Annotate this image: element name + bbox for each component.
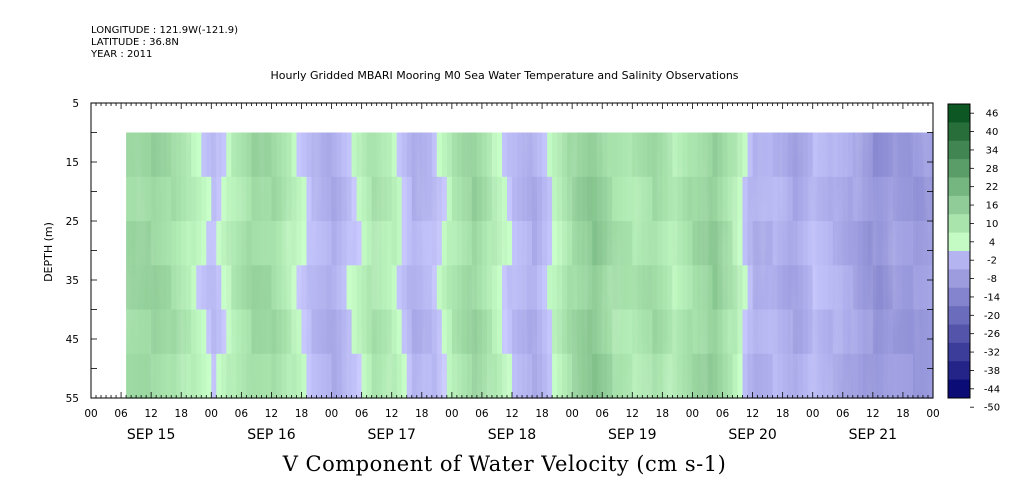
x-axis-label: V Component of Water Velocity (cm s-1) [282,452,727,476]
colorbar-label: 28 [986,164,999,175]
x-tick-label: 00 [205,408,218,420]
y-tick-label: 35 [66,275,79,287]
x-tick-label: 00 [926,408,939,420]
x-tick-label: 18 [175,408,188,420]
x-tick-label: 06 [355,408,369,420]
x-tick-label: 06 [114,408,128,420]
colorbar-label: -26 [984,329,1000,340]
colorbar-swatch [948,195,970,215]
colorbar-label: -20 [984,311,1000,322]
date-label: SEP 16 [247,427,296,443]
colorbar-label: 46 [986,109,999,120]
colorbar-label: 40 [986,127,999,138]
x-tick-label: 12 [866,408,879,420]
colorbar-swatch [948,122,970,142]
colorbar-swatch [948,306,970,325]
x-tick-label: 12 [626,408,639,420]
colorbar-swatch [948,159,970,178]
colorbar-label: 34 [986,145,999,156]
x-tick-label: 12 [385,408,398,420]
x-tick-label: 18 [535,408,548,420]
x-tick-label: 12 [746,408,759,420]
x-tick-label: 00 [325,408,338,420]
y-tick-label: 5 [72,98,79,110]
colorbar-label: -2 [987,256,997,267]
x-tick-label: 00 [686,408,699,420]
x-tick-label: 18 [896,408,909,420]
latitude-label: LATITUDE : 36.8N [91,37,179,48]
x-tick-label: 00 [84,408,97,420]
x-tick-label: 06 [235,408,249,420]
longitude-label: LONGITUDE : 121.9W(-121.9) [91,25,238,36]
y-axis-label: DEPTH (m) [42,222,55,282]
x-tick-label: 06 [596,408,610,420]
date-label: SEP 15 [127,427,175,443]
heatmap-texture [126,132,934,398]
colorbar-label: -50 [984,403,1000,414]
x-tick-label: 06 [716,408,730,420]
date-label: SEP 19 [608,427,656,443]
x-tick-label: 12 [265,408,278,420]
colorbar: 46 40 34 28 22 16 10 4 -2 -8 -14 -20 -26 -32 -38 -44 -50 [947,103,1000,414]
colorbar-label: 4 [989,237,995,248]
x-tick-label: 12 [144,408,157,420]
y-tick-label: 45 [66,334,79,346]
x-tick-label: 00 [806,408,819,420]
colorbar-label: -32 [984,348,1000,359]
x-tick-label: 12 [505,408,518,420]
x-tick-label: 18 [656,408,669,420]
colorbar-swatch [948,269,970,289]
chart-title: Hourly Gridded MBARI Mooring M0 Sea Wate… [270,69,739,82]
date-label: SEP 20 [728,427,776,443]
colorbar-label: 10 [986,219,999,230]
colorbar-swatch [948,287,970,307]
colorbar-label: 22 [986,182,999,193]
x-tick-label: 00 [565,408,578,420]
date-label: SEP 21 [849,427,897,443]
y-tick-label: 15 [66,157,79,169]
colorbar-label: -14 [984,292,1000,303]
date-label: SEP 18 [488,427,536,443]
colorbar-label: -38 [984,366,1000,377]
colorbar-swatch [948,214,970,234]
colorbar-swatch [948,342,970,362]
colorbar-label: -44 [984,384,1000,395]
colorbar-swatch [948,232,970,252]
colorbar-frame [947,103,971,399]
y-tick-label: 55 [66,393,79,405]
date-label: SEP 17 [367,427,415,443]
colorbar-swatch [948,177,970,197]
x-tick-label: 18 [415,408,428,420]
x-tick-label: 06 [836,408,850,420]
colorbar-label: 16 [986,201,999,212]
x-tick-label: 18 [776,408,789,420]
colorbar-swatch [948,104,970,123]
plot-axes: 00 06 12 18 00 06 12 18 00 06 12 18 00 06 12 18 00 06 12 18… [66,98,940,443]
x-tick-label: 18 [295,408,308,420]
colorbar-swatch [948,379,970,399]
x-tick-label: 06 [475,408,489,420]
y-tick-label: 25 [66,216,79,228]
colorbar-swatch [948,251,970,270]
colorbar-swatch [948,324,970,344]
colorbar-label: -8 [987,274,997,285]
colorbar-swatch [948,140,970,160]
x-tick-label: 00 [445,408,458,420]
year-label: YEAR : 2011 [91,49,153,60]
colorbar-swatch [948,361,970,381]
